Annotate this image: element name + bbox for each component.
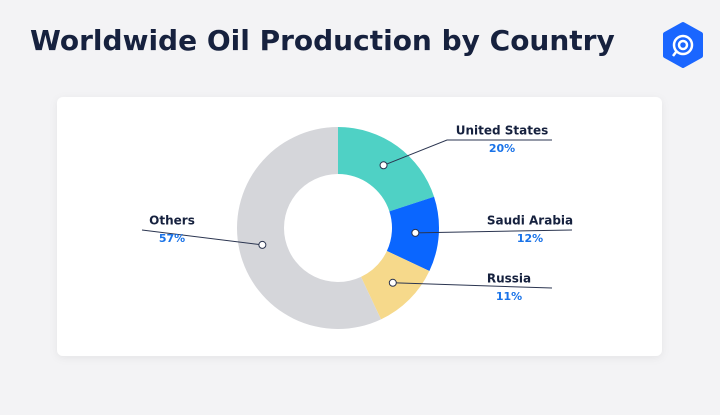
leader-dot	[258, 240, 267, 249]
value-label: 57%	[159, 232, 185, 245]
chart-title: Worldwide Oil Production by Country	[30, 24, 615, 57]
leader-dot	[411, 228, 420, 237]
slice	[338, 127, 435, 212]
leader-line	[392, 282, 553, 289]
value-label: 20%	[489, 142, 515, 155]
leader-line	[415, 229, 573, 234]
leader-dot	[379, 161, 388, 170]
slice-label: Saudi Arabia	[487, 214, 573, 228]
slice-label: Others	[149, 214, 195, 228]
slice-label: United States	[456, 124, 549, 138]
leader-dot	[388, 278, 397, 287]
slice-label: Russia	[487, 272, 531, 286]
leader-line	[141, 229, 263, 246]
leader-line	[383, 139, 552, 166]
slice	[237, 127, 382, 329]
logo	[663, 22, 703, 68]
value-label: 12%	[517, 232, 543, 245]
card	[57, 97, 662, 356]
value-label: 11%	[496, 290, 522, 303]
